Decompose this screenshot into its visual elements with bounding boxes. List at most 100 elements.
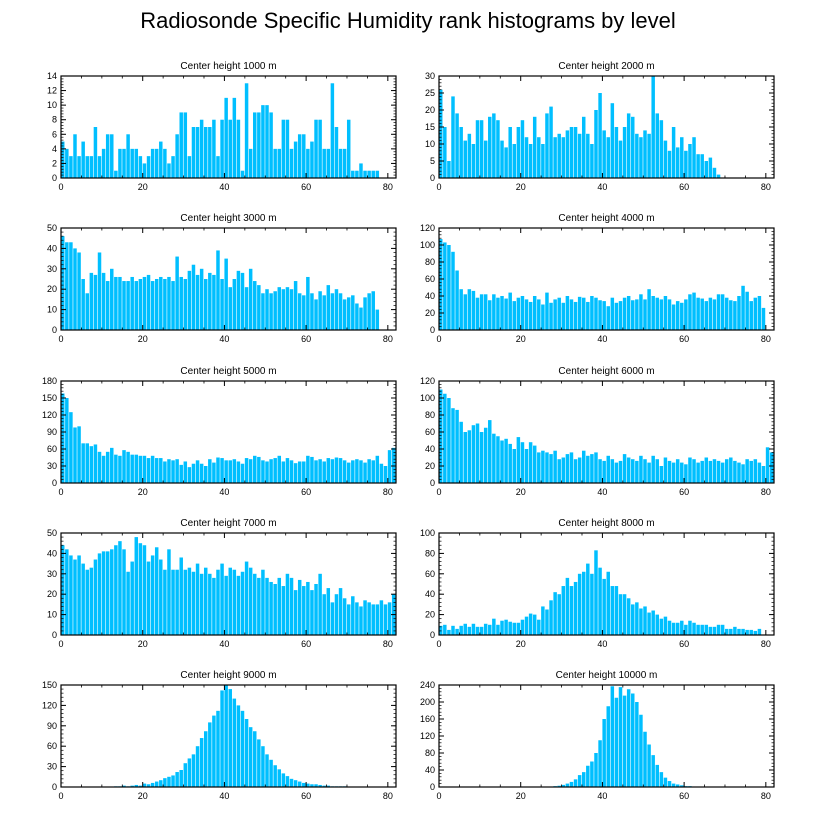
- histogram-bar: [545, 113, 549, 178]
- y-tick-label: 30: [425, 71, 435, 81]
- histogram-bar: [528, 144, 533, 178]
- histogram-bar: [594, 110, 598, 178]
- y-tick-label: 0: [430, 173, 435, 183]
- histogram-bar: [573, 779, 578, 787]
- histogram-bar: [512, 301, 517, 330]
- histogram-bar: [122, 148, 126, 178]
- histogram-bar: [203, 127, 208, 178]
- x-tick-label: 60: [301, 639, 311, 649]
- histogram-bar: [269, 581, 273, 635]
- x-tick-label: 80: [383, 487, 393, 497]
- histogram-bar: [69, 156, 73, 178]
- x-tick-label: 80: [761, 182, 771, 192]
- histogram-bar: [232, 569, 237, 635]
- x-tick-label: 60: [679, 334, 689, 344]
- histogram-bar: [537, 452, 541, 483]
- histogram-bar: [671, 304, 676, 330]
- histogram-bar: [318, 459, 322, 483]
- histogram-bar: [167, 459, 171, 483]
- histogram-bar: [240, 571, 245, 635]
- histogram-bar: [737, 296, 741, 330]
- x-tick-label: 80: [761, 487, 771, 497]
- histogram-bar: [488, 116, 492, 178]
- plot-frame: [60, 227, 397, 331]
- histogram-bar: [167, 163, 171, 178]
- histogram-bar: [696, 154, 700, 178]
- histogram-bar: [77, 156, 81, 178]
- histogram-bar: [737, 628, 741, 635]
- histogram-bar: [586, 563, 590, 635]
- y-tick-label: 180: [42, 376, 57, 386]
- histogram-bar: [749, 301, 753, 330]
- histogram-bar: [110, 549, 114, 635]
- histogram-bar: [114, 276, 118, 330]
- histogram-bar: [97, 451, 102, 483]
- y-tick-label: 20: [47, 589, 57, 599]
- histogram-bar: [561, 137, 566, 178]
- histogram-bar: [704, 161, 709, 178]
- histogram-bar: [455, 270, 459, 330]
- histogram-bar: [557, 133, 561, 178]
- histogram-bar: [363, 462, 367, 483]
- histogram-bar: [244, 287, 249, 330]
- histogram-bar: [93, 559, 98, 635]
- histogram-bar: [626, 296, 631, 330]
- histogram-bar: [651, 455, 655, 483]
- histogram-bar: [257, 456, 261, 483]
- histogram-bar: [134, 148, 139, 178]
- y-tick-label: 10: [47, 100, 57, 110]
- histogram-bar: [73, 559, 77, 635]
- histogram-bar: [89, 272, 94, 330]
- histogram-bar: [199, 738, 204, 787]
- histogram-bar: [269, 759, 273, 787]
- histogram-bar: [745, 459, 749, 483]
- histogram-bar: [122, 785, 126, 787]
- histogram-bar: [684, 464, 688, 483]
- histogram-bar: [208, 127, 212, 178]
- histogram-bar: [618, 140, 623, 178]
- histogram-bar: [126, 134, 130, 178]
- histogram-bar: [379, 600, 384, 635]
- histogram-bar: [581, 772, 586, 787]
- histogram-bar: [622, 127, 627, 178]
- histogram-bar: [338, 293, 343, 330]
- histogram-bar: [330, 602, 335, 635]
- histogram-bar: [269, 112, 273, 178]
- y-tick-label: 0: [52, 173, 57, 183]
- histogram-bar: [314, 460, 318, 483]
- histogram-bar: [289, 778, 294, 787]
- histogram-bar: [590, 296, 594, 330]
- histogram-bar: [359, 606, 363, 635]
- histogram-bar: [85, 569, 89, 635]
- histogram-bar: [138, 785, 143, 787]
- x-tick-label: 60: [301, 182, 311, 192]
- histogram-bar: [61, 393, 65, 483]
- histogram-bar: [257, 739, 261, 787]
- histogram-bar: [635, 602, 639, 635]
- histogram-bar: [569, 299, 574, 330]
- histogram-bar: [586, 301, 590, 330]
- histogram-bar: [130, 785, 134, 787]
- histogram-bar: [244, 83, 249, 178]
- histogram-bar: [618, 460, 623, 483]
- histogram-bar: [590, 573, 594, 635]
- histogram-bar: [367, 602, 371, 635]
- histogram-bar: [467, 430, 472, 483]
- histogram-bar: [351, 460, 355, 483]
- histogram-bar: [716, 460, 721, 483]
- histogram-bar: [557, 459, 561, 483]
- histogram-bar: [680, 462, 684, 483]
- histogram-bar: [643, 459, 647, 483]
- histogram-bar: [479, 294, 484, 330]
- histogram-bar: [81, 141, 85, 178]
- histogram-bar: [753, 297, 758, 330]
- histogram-bar: [310, 141, 314, 178]
- histogram-bar: [322, 148, 326, 178]
- histogram-bar: [134, 784, 139, 787]
- histogram-bar: [590, 144, 594, 178]
- histogram-bar: [118, 541, 122, 635]
- histogram-bar: [667, 299, 672, 330]
- y-tick-label: 40: [425, 589, 435, 599]
- histogram-bar: [224, 575, 228, 635]
- y-tick-label: 60: [47, 444, 57, 454]
